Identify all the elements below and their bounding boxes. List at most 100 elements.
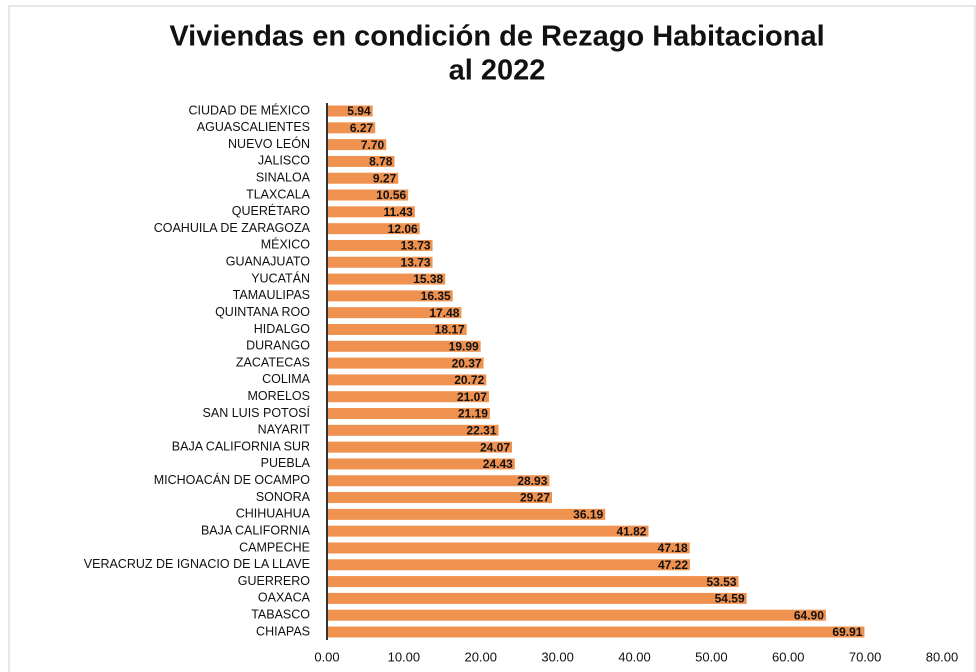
bar	[327, 307, 462, 319]
y-tick-label: YUCATÁN	[251, 270, 310, 285]
bar	[327, 290, 453, 302]
data-label: 20.37	[452, 356, 482, 370]
bar	[327, 357, 484, 369]
y-tick-label: MICHOACÁN DE OCAMPO	[154, 472, 311, 487]
bar	[327, 340, 481, 352]
data-label: 28.93	[517, 474, 547, 488]
x-tick-label: 50.00	[695, 649, 728, 664]
bar	[327, 592, 747, 604]
y-tick-label: OAXACA	[258, 591, 311, 605]
data-label: 21.19	[458, 407, 488, 421]
data-label: 15.38	[413, 272, 443, 286]
y-tick-label: TABASCO	[251, 607, 310, 621]
x-tick-label: 0.00	[314, 649, 339, 664]
bar	[327, 374, 487, 386]
data-label: 9.27	[373, 171, 397, 185]
data-label: 29.27	[520, 491, 550, 505]
y-tick-label: CHIAPAS	[256, 624, 310, 638]
bar	[327, 223, 420, 235]
bar	[327, 155, 395, 167]
y-tick-label: CAMPECHE	[239, 540, 310, 554]
x-tick-label: 20.00	[464, 649, 497, 664]
bar	[327, 206, 415, 218]
x-tick-label: 30.00	[541, 649, 574, 664]
y-tick-label: QUERÉTARO	[232, 203, 311, 218]
data-label: 54.59	[715, 592, 745, 606]
data-label: 18.17	[435, 323, 465, 337]
data-label: 53.53	[706, 575, 736, 589]
data-label: 8.78	[369, 155, 393, 169]
y-tick-label: CIUDAD DE MÉXICO	[188, 102, 310, 117]
data-label: 47.18	[658, 541, 688, 555]
bar	[327, 256, 433, 268]
bar	[327, 172, 399, 184]
bar	[327, 441, 513, 453]
y-tick-label: NAYARIT	[258, 423, 311, 437]
chart-title: al 2022	[449, 55, 546, 87]
data-label: 6.27	[350, 121, 374, 135]
y-tick-label: AGUASCALIENTES	[197, 120, 310, 134]
y-tick-label: PUEBLA	[261, 456, 311, 470]
y-tick-label: CHIHUAHUA	[236, 507, 311, 521]
bar	[327, 525, 649, 537]
bar	[327, 492, 553, 504]
data-label: 11.43	[383, 205, 413, 219]
y-tick-label: SINALOA	[256, 171, 311, 185]
bar	[327, 424, 499, 436]
x-tick-label: 10.00	[388, 649, 421, 664]
bar	[327, 105, 373, 117]
y-tick-label: SONORA	[256, 490, 311, 504]
data-label: 24.07	[480, 440, 510, 454]
data-label: 5.94	[347, 104, 371, 118]
y-tick-label: BAJA CALIFORNIA SUR	[172, 439, 310, 453]
data-label: 7.70	[361, 138, 385, 152]
x-tick-label: 80.00	[926, 649, 959, 664]
chart-frame	[8, 5, 976, 672]
data-label: 17.48	[429, 306, 459, 320]
y-tick-label: COLIMA	[262, 372, 311, 386]
y-tick-label: DURANGO	[246, 339, 310, 353]
y-tick-label: HIDALGO	[254, 322, 311, 336]
bar	[327, 626, 865, 638]
data-label: 69.91	[832, 625, 862, 639]
data-label: 21.07	[457, 390, 487, 404]
bar	[327, 139, 387, 151]
bar	[327, 542, 690, 554]
bar	[327, 609, 826, 621]
data-label: 20.72	[454, 373, 484, 387]
bar	[327, 508, 606, 520]
data-label: 13.73	[401, 255, 431, 269]
data-label: 22.31	[466, 423, 496, 437]
y-tick-label: GUERRERO	[238, 574, 311, 588]
data-label: 24.43	[483, 457, 513, 471]
bar	[327, 273, 446, 285]
data-label: 10.56	[376, 188, 406, 202]
y-tick-label: MORELOS	[247, 389, 310, 403]
y-tick-label: TLAXCALA	[246, 187, 311, 201]
data-label: 41.82	[616, 524, 646, 538]
bar	[327, 475, 550, 487]
chart-title: Viviendas en condición de Rezago Habitac…	[169, 21, 824, 53]
data-label: 47.22	[658, 558, 688, 572]
data-label: 19.99	[449, 339, 479, 353]
bar	[327, 458, 515, 470]
data-label: 12.06	[388, 222, 418, 236]
x-tick-label: 70.00	[849, 649, 882, 664]
x-tick-label: 40.00	[618, 649, 651, 664]
y-tick-label: QUINTANA ROO	[215, 305, 310, 319]
y-tick-label: MÉXICO	[261, 237, 311, 252]
bar	[327, 576, 739, 588]
bar	[327, 122, 376, 134]
bar	[327, 391, 489, 403]
y-tick-label: SAN LUIS POTOSÍ	[203, 405, 311, 420]
data-label: 36.19	[573, 508, 603, 522]
y-tick-label: BAJA CALIFORNIA	[201, 523, 311, 537]
y-tick-label: GUANAJUATO	[226, 255, 311, 269]
y-tick-label: NUEVO LEÓN	[228, 136, 310, 151]
y-tick-label: TAMAULIPAS	[233, 288, 310, 302]
x-tick-label: 60.00	[772, 649, 805, 664]
y-tick-label: JALISCO	[258, 154, 310, 168]
y-tick-label: VERACRUZ DE IGNACIO DE LA LLAVE	[84, 557, 310, 571]
bar	[327, 239, 433, 251]
